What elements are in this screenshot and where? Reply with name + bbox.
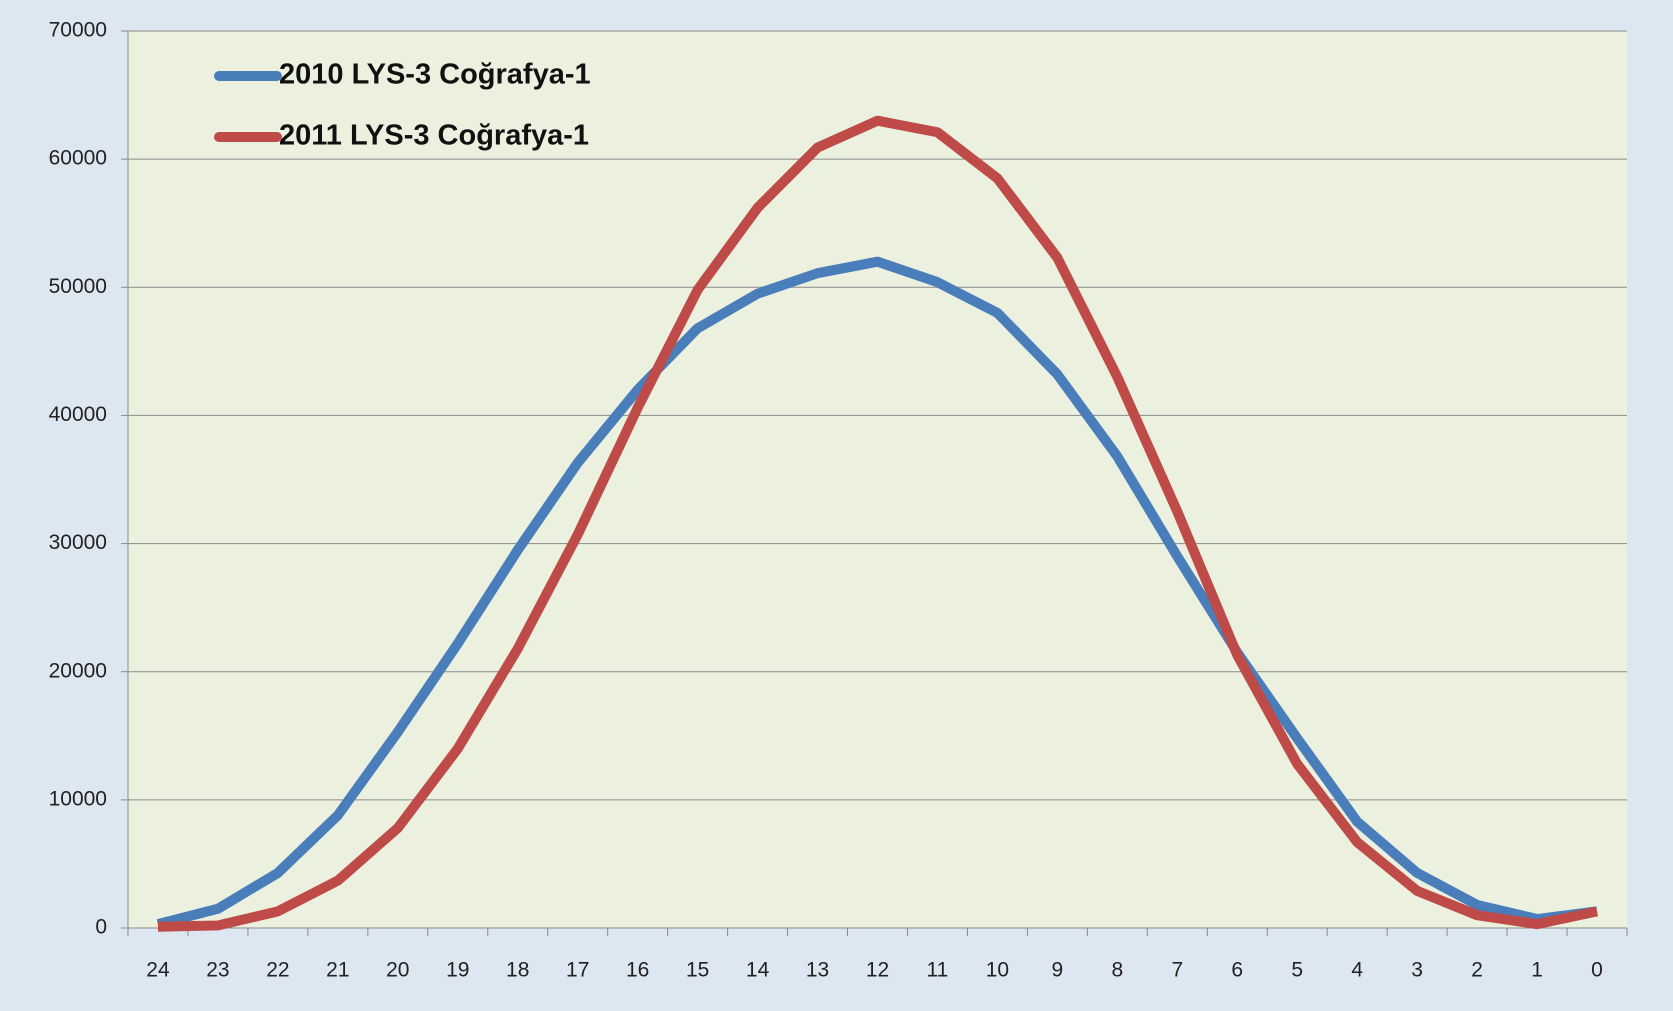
x-tick-label: 22	[266, 959, 289, 982]
x-tick-label: 12	[866, 959, 889, 982]
x-tick-label: 9	[1052, 959, 1064, 982]
x-tick-label: 18	[506, 959, 529, 982]
y-tick-label: 30000	[49, 531, 107, 554]
x-tick-label: 15	[686, 959, 709, 982]
y-tick-label: 60000	[49, 147, 107, 170]
y-tick-label: 70000	[49, 19, 107, 42]
x-tick-label: 6	[1231, 959, 1243, 982]
x-tick-label: 11	[927, 959, 949, 982]
x-tick-label: 13	[806, 959, 829, 982]
y-tick-label: 10000	[49, 787, 107, 810]
x-tick-label: 7	[1171, 959, 1183, 982]
x-tick-label: 16	[626, 959, 649, 982]
x-tick-label: 1	[1531, 959, 1543, 982]
x-tick-label: 5	[1291, 959, 1303, 982]
x-tick-label: 17	[566, 959, 589, 982]
x-tick-label: 4	[1351, 959, 1363, 982]
x-tick-label: 8	[1111, 959, 1123, 982]
x-tick-label: 10	[986, 959, 1009, 982]
x-tick-label: 14	[746, 959, 770, 982]
y-tick-label: 40000	[49, 403, 107, 426]
legend-label: 2011 LYS-3 Coğrafya-1	[279, 120, 589, 152]
y-tick-label: 0	[95, 916, 107, 939]
y-tick-label: 50000	[49, 275, 107, 298]
x-tick-label: 23	[206, 959, 229, 982]
x-tick-label: 19	[446, 959, 469, 982]
x-tick-label: 24	[146, 959, 170, 982]
series-line	[156, 256, 1598, 929]
plot-area	[128, 31, 1627, 928]
x-tick-label: 2	[1471, 959, 1483, 982]
series-line	[157, 115, 1599, 932]
x-tick-label: 21	[326, 959, 349, 982]
x-tick-label: 0	[1591, 959, 1603, 982]
legend-label: 2010 LYS-3 Coğrafya-1	[279, 59, 591, 91]
x-tick-label: 3	[1411, 959, 1423, 982]
x-tick-label: 20	[386, 959, 409, 982]
y-tick-label: 20000	[49, 659, 107, 682]
